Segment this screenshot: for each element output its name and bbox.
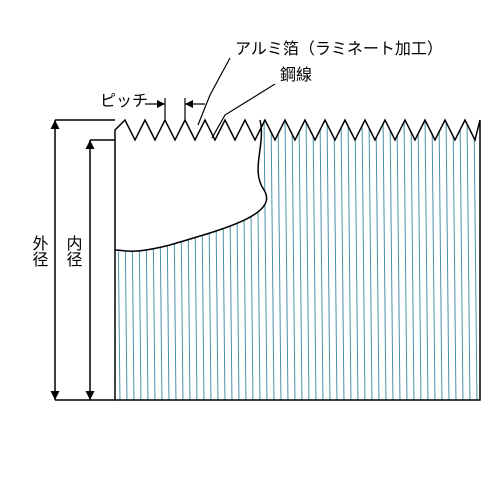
label-id: 内径	[64, 235, 83, 267]
label-od: 外径	[30, 235, 49, 267]
hatching	[75, 115, 500, 405]
leader-wire	[212, 84, 275, 138]
label-wire: 鋼線	[280, 66, 312, 84]
label-pitch: ピッチ	[100, 93, 148, 110]
label-foil: アルミ箔（ラミネート加工）	[235, 40, 443, 58]
